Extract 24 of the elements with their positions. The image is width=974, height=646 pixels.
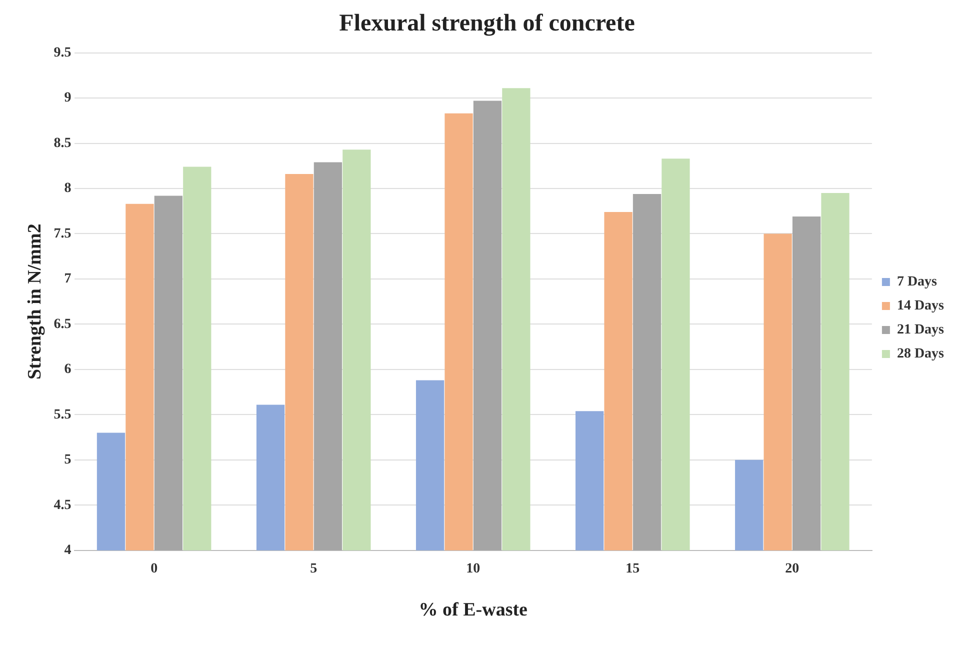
x-tick-label: 20 — [785, 561, 800, 576]
chart-title: Flexural strength of concrete — [339, 10, 636, 37]
legend-label: 21 Days — [896, 322, 945, 338]
y-tick-label: 8.5 — [54, 136, 72, 151]
x-tick-label: 15 — [626, 561, 640, 576]
y-axis-title: Strength in N/mm2 — [24, 224, 46, 380]
legend-label: 14 Days — [896, 298, 945, 314]
x-tick-label: 0 — [150, 561, 158, 576]
legend-label: 28 Days — [896, 346, 945, 362]
legend-label: 7 Days — [896, 274, 938, 290]
y-tick-label: 8 — [64, 181, 72, 196]
x-tick-label: 5 — [310, 561, 318, 576]
y-tick-label: 7.5 — [54, 226, 72, 242]
y-tick-label: 4.5 — [54, 498, 72, 513]
y-tick-label: 5.5 — [54, 407, 72, 422]
y-tick-label: 9.5 — [54, 45, 72, 60]
y-tick-label: 7 — [64, 272, 72, 287]
y-tick-label: 5 — [64, 452, 72, 468]
y-tick-label: 6.5 — [54, 316, 72, 332]
y-tick-label: 9 — [64, 90, 72, 106]
x-tick-label: 10 — [466, 561, 480, 576]
y-tick-label: 6 — [64, 362, 72, 378]
x-axis-title: % of E-waste — [418, 600, 528, 621]
y-tick-label: 4 — [64, 543, 72, 558]
